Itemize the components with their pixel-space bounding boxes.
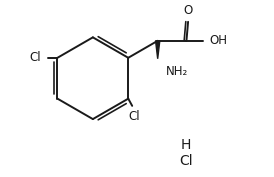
Text: O: O xyxy=(184,4,193,17)
Polygon shape xyxy=(156,41,160,59)
Text: Cl: Cl xyxy=(179,154,193,168)
Text: NH₂: NH₂ xyxy=(166,65,188,78)
Text: OH: OH xyxy=(209,34,227,47)
Text: H: H xyxy=(181,138,191,152)
Text: Cl: Cl xyxy=(30,51,41,64)
Text: Cl: Cl xyxy=(128,110,140,123)
